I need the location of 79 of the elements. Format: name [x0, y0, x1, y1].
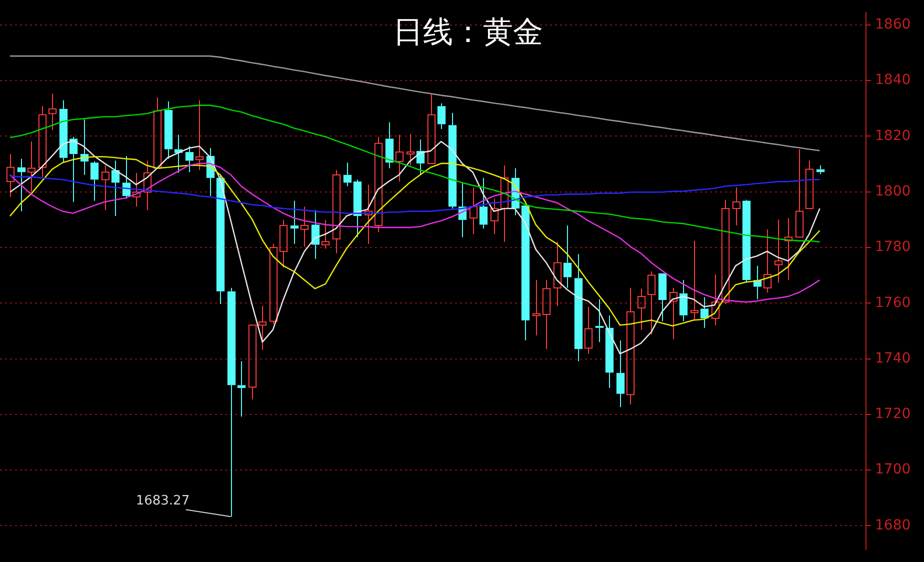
candlestick — [574, 254, 583, 362]
candlestick — [343, 162, 352, 187]
y-tick-label: 1800 — [875, 183, 911, 200]
candlestick — [237, 360, 246, 418]
candlestick — [711, 274, 720, 326]
candlestick — [521, 205, 530, 341]
candlestick — [258, 305, 267, 350]
candlestick — [490, 198, 499, 235]
candlestick — [616, 340, 625, 408]
y-tick-label: 1680 — [875, 517, 911, 534]
candlestick — [563, 225, 572, 288]
candlestick — [795, 148, 804, 238]
candlestick — [553, 241, 562, 306]
candlestick — [584, 306, 593, 354]
candlestick — [763, 228, 772, 294]
candlestick — [353, 179, 362, 238]
candlestick — [385, 122, 394, 169]
candlestick — [637, 288, 646, 330]
candlestick — [542, 280, 551, 350]
y-tick-label: 1840 — [875, 72, 911, 88]
y-tick-label: 1700 — [875, 462, 911, 478]
candlestick — [27, 140, 36, 192]
candlestick — [364, 184, 373, 244]
candlestick — [532, 280, 541, 336]
candlestick — [721, 199, 730, 304]
candlestick — [500, 164, 509, 242]
candlestick — [279, 219, 288, 268]
candlestick — [300, 206, 309, 248]
candlestick — [290, 200, 299, 244]
candlestick — [658, 273, 667, 322]
candlestick — [17, 158, 26, 212]
candlestick — [469, 186, 478, 235]
candlestick — [647, 270, 656, 336]
candlestick — [427, 93, 436, 164]
candlestick — [59, 100, 68, 164]
candlestick — [48, 93, 57, 131]
candlestick — [479, 177, 488, 230]
candlestick — [227, 287, 236, 518]
candlestick — [437, 102, 446, 130]
candlestick — [700, 296, 709, 328]
candlestick — [248, 324, 257, 400]
annotation: 1683.27 — [136, 494, 190, 509]
candlestick — [216, 174, 225, 304]
candlestick — [69, 136, 78, 202]
candlestick — [679, 280, 688, 322]
candlestick — [374, 136, 383, 233]
candlestick — [311, 210, 320, 260]
candlestick — [164, 100, 173, 160]
y-tick-label: 1820 — [875, 128, 911, 144]
y-tick-label: 1760 — [875, 294, 911, 311]
candlestick — [626, 287, 635, 405]
candlestick — [595, 298, 604, 343]
candlestick — [6, 154, 15, 198]
candlestick — [195, 100, 204, 171]
candlestick — [185, 146, 194, 173]
candlestick — [774, 219, 783, 284]
candlestick — [38, 106, 47, 178]
candlestick — [90, 160, 99, 202]
chart-title: 日线：黄金 — [393, 14, 543, 50]
candlestick — [132, 172, 141, 208]
y-tick-label: 1740 — [875, 350, 911, 366]
y-tick-label: 1780 — [875, 239, 911, 256]
candlestick — [143, 160, 152, 211]
candlestick — [153, 97, 162, 169]
candlestick — [101, 164, 110, 211]
y-tick-label: 1720 — [875, 406, 911, 422]
candlestick — [448, 112, 457, 210]
candlestick — [669, 287, 678, 340]
candlestick — [321, 219, 330, 250]
candlestick — [805, 160, 814, 210]
candlestick — [395, 134, 404, 182]
candlestick — [111, 160, 120, 217]
candlestick — [784, 217, 793, 281]
candlestick — [690, 240, 699, 321]
y-tick-label: 1860 — [875, 16, 911, 33]
candlestick — [732, 186, 741, 226]
candlestick — [332, 170, 341, 254]
candlestick — [605, 314, 614, 388]
candlestick — [406, 133, 415, 166]
